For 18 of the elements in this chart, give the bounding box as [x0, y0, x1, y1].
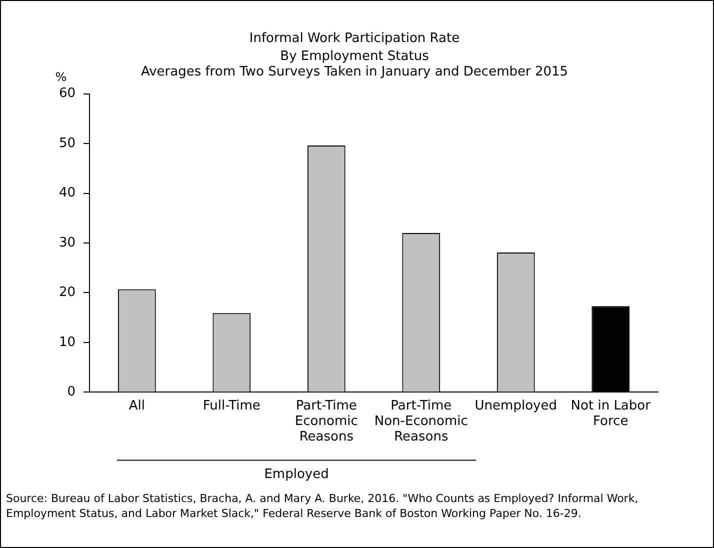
y-tick-label: 0: [67, 384, 76, 400]
x-tick-label: Part-Time Non-Economic Reasons: [374, 398, 468, 445]
chart-subtitle: By Employment Status Averages from Two Surveys Taken in January and December 2015: [140, 48, 568, 80]
y-tick-label: 60: [58, 86, 76, 102]
x-tick-label: Part-Time Economic Reasons: [294, 398, 358, 445]
chart-title: Informal Work Participation Rate: [249, 31, 460, 46]
x-tick-label: All: [128, 398, 145, 414]
y-tick-label: 30: [58, 235, 76, 250]
x-tick-label: Unemployed: [474, 398, 557, 414]
x-axis-title: Employed: [264, 467, 329, 482]
y-tick-label: 40: [58, 186, 76, 201]
y-tick-label: 20: [58, 285, 76, 300]
x-tick-label: Full-Time: [202, 398, 260, 414]
y-tick-label: 50: [58, 136, 76, 151]
x-tick-label: Not in Labor Force: [570, 398, 652, 429]
y-axis-title: %: [55, 70, 67, 84]
y-tick-label: 10: [58, 334, 76, 350]
source-note: Source: Bureau of Labor Statistics, Bracha, A. and Mary A. Burke, 2016. "Who Counts as Employed? Informal Work, Employment Status, and Labor Market Slack," Federal Reserve Bank of Boston Working Paper No. 16-29.: [6, 491, 640, 521]
